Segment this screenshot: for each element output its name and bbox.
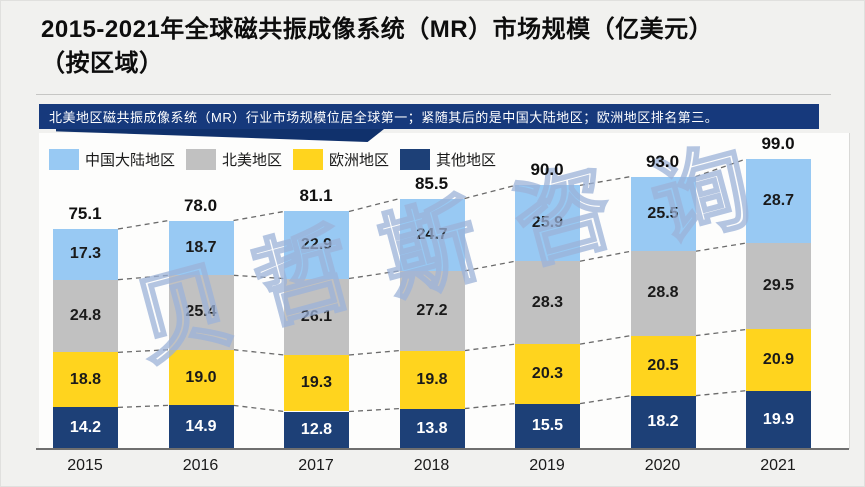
segment-value-label: 24.7	[416, 225, 448, 243]
page-title-line2: （按区域）	[41, 50, 164, 77]
bar-segment: 12.8	[284, 411, 349, 449]
legend-label: 北美地区	[222, 152, 283, 169]
legend-label: 欧洲地区	[329, 152, 390, 169]
legend-label: 其他地区	[436, 152, 497, 169]
bar-segment: 18.2	[630, 395, 696, 449]
bar-segment: 14.9	[168, 405, 234, 449]
legend-item: 其他地区	[400, 149, 496, 170]
segment-value-label: 26.1	[300, 307, 333, 325]
segment-value-label: 29.5	[762, 277, 795, 295]
bar-segment: 26.1	[284, 278, 349, 355]
chart-legend: 中国大陆地区 北美地区 欧洲地区 其他地区	[49, 149, 496, 170]
x-axis-tick-label: 2016	[182, 457, 219, 474]
segment-value-label: 20.9	[762, 351, 795, 369]
bar-total-label: 99.0	[761, 134, 795, 154]
segment-value-label: 13.8	[416, 419, 448, 437]
segment-value-label: 28.8	[647, 284, 679, 302]
bar-segment: 18.7	[168, 220, 234, 276]
segment-value-label: 25.4	[185, 303, 217, 321]
legend-item: 北美地区	[186, 149, 282, 170]
bar-segment: 20.5	[630, 335, 696, 396]
segment-value-label: 18.8	[69, 370, 102, 388]
legend-swatch	[49, 149, 79, 170]
legend-swatch	[400, 149, 431, 170]
bar-segment: 25.9	[515, 185, 580, 262]
bar-segment: 28.3	[515, 261, 580, 345]
page-title-line1: 2015-2021年全球磁共振成像系统（MR）市场规模（亿美元）	[41, 16, 714, 43]
segment-value-label: 17.3	[69, 245, 102, 263]
x-axis-tick-label: 2019	[529, 457, 565, 474]
x-axis-tick-label: 2021	[760, 457, 796, 474]
summary-banner-text: 北美地区磁共振成像系统（MR）行业市场规模位居全球第一；紧随其后的是中国大陆地区…	[49, 110, 719, 125]
x-axis-tick-label: 2018	[413, 457, 450, 474]
segment-value-label: 19.0	[185, 368, 217, 386]
segment-value-label: 19.9	[762, 410, 795, 428]
bar-segment: 27.2	[399, 270, 465, 351]
segment-value-label: 25.9	[531, 214, 564, 232]
segment-value-label: 28.7	[762, 192, 795, 210]
bar-segment: 17.3	[53, 229, 118, 280]
title-divider	[36, 94, 831, 95]
segment-value-label: 19.8	[416, 370, 448, 388]
bar-segment: 22.9	[284, 211, 349, 279]
bar-total-label: 81.1	[299, 186, 333, 206]
x-axis-tick-label: 2020	[644, 457, 681, 474]
x-axis-tick-label: 2017	[298, 457, 334, 474]
segment-value-label: 18.7	[185, 238, 217, 256]
segment-value-label: 22.9	[300, 235, 333, 253]
segment-value-label: 14.2	[69, 419, 102, 437]
segment-value-label: 14.9	[185, 418, 217, 436]
segment-value-label: 15.5	[531, 417, 564, 435]
segment-value-label: 20.5	[647, 356, 679, 374]
bar-segment: 29.5	[746, 243, 811, 330]
x-axis-tick-label: 2015	[67, 457, 103, 474]
bar-segment: 28.7	[746, 159, 811, 244]
segment-value-label: 25.5	[647, 204, 679, 222]
legend-label: 中国大陆地区	[85, 152, 176, 169]
bar-segment: 25.5	[630, 176, 696, 252]
segment-value-label: 19.3	[300, 374, 333, 392]
segment-value-label: 28.3	[531, 293, 564, 311]
bar-total-label: 78.0	[183, 195, 218, 215]
bar-segment: 19.3	[284, 354, 349, 412]
bar-segment: 24.8	[53, 279, 118, 353]
bar-segment: 19.9	[746, 390, 811, 449]
bar-segment: 25.4	[168, 275, 234, 350]
bar-segment: 19.8	[399, 350, 465, 409]
bar-total-label: 93.0	[645, 151, 680, 171]
page-title: 2015-2021年全球磁共振成像系统（MR）市场规模（亿美元） （按区域）	[41, 13, 841, 81]
legend-swatch	[293, 149, 324, 170]
bar-total-label: 90.0	[530, 160, 564, 180]
bar-segment: 15.5	[515, 403, 580, 449]
segment-value-label: 18.2	[647, 413, 679, 431]
summary-banner: 北美地区磁共振成像系统（MR）行业市场规模位居全球第一；紧随其后的是中国大陆地区…	[39, 104, 819, 129]
legend-swatch	[186, 149, 217, 170]
segment-value-label: 20.3	[531, 364, 564, 382]
segment-value-label: 24.8	[69, 307, 102, 325]
bar-segment: 14.2	[53, 407, 118, 449]
bar-segment: 20.3	[515, 344, 580, 404]
legend-item: 中国大陆地区	[49, 149, 175, 170]
legend-item: 欧洲地区	[293, 149, 389, 170]
bar-segment: 20.9	[746, 329, 811, 391]
x-axis-line	[36, 448, 849, 450]
bar-total-label: 75.1	[68, 204, 102, 224]
segment-value-label: 27.2	[416, 301, 448, 319]
segment-value-label: 12.8	[300, 421, 333, 439]
bar-total-label: 85.5	[414, 173, 449, 193]
bar-segment: 18.8	[53, 352, 118, 408]
bar-segment: 28.8	[630, 251, 696, 336]
bar-segment: 19.0	[168, 349, 234, 406]
bar-segment: 24.7	[399, 198, 465, 271]
bar-segment: 13.8	[399, 408, 465, 449]
